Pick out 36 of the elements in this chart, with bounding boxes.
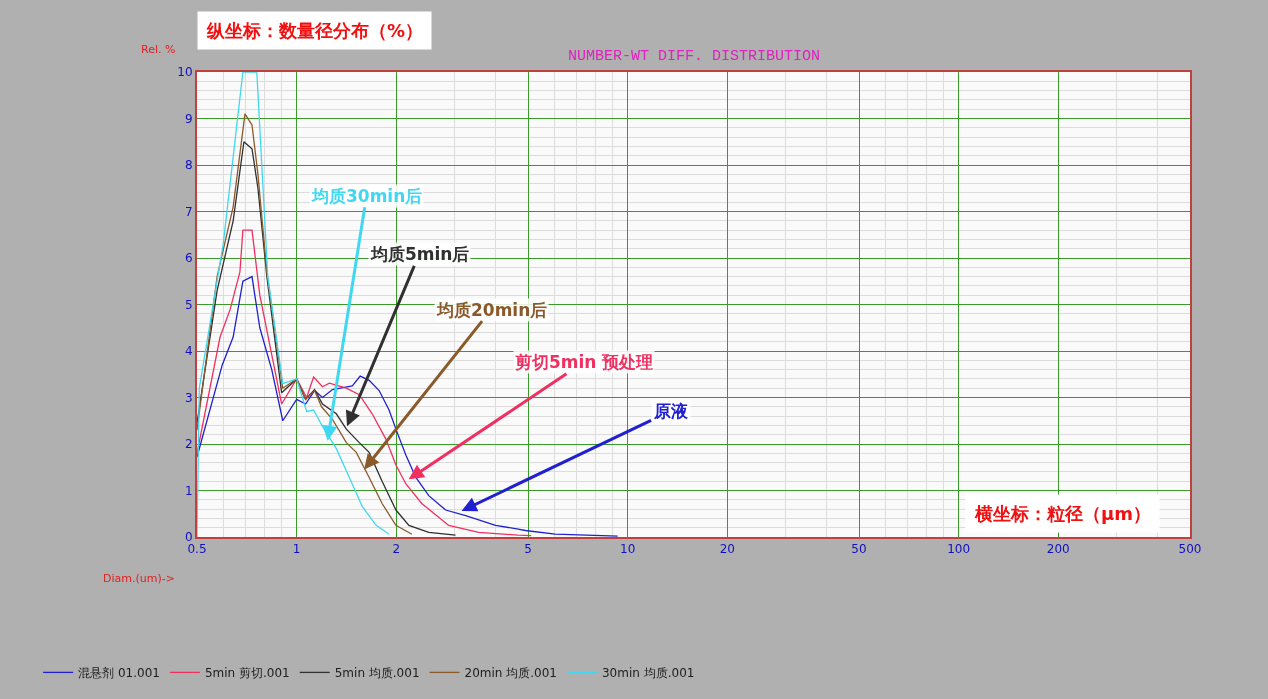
y-tick-label: 1 <box>184 483 193 498</box>
legend-label: 5min 剪切.001 <box>204 666 290 681</box>
y-tick-label: 6 <box>184 251 193 266</box>
x-tick-label: 200 <box>1046 542 1070 557</box>
x-tick-label: 1 <box>292 542 301 557</box>
annotation: 均质20min后 <box>436 300 548 320</box>
legend-label: 30min 均质.001 <box>601 666 695 681</box>
x-tick-label: 50 <box>851 542 867 557</box>
x-tick-label: 0.5 <box>187 542 207 557</box>
chart-title: NUMBER-WT DIFF. DISTRIBUTION <box>568 48 821 65</box>
y-axis-title: Rel. % <box>141 43 176 56</box>
x-tick-label: 20 <box>719 542 735 557</box>
x-tick-label: 2 <box>392 542 401 557</box>
y-tick-label: 10 <box>177 65 193 80</box>
x-tick-label: 100 <box>947 542 971 557</box>
legend-label: 20min 均质.001 <box>464 666 557 681</box>
y-tick-label: 5 <box>184 297 193 312</box>
legend-label: 5min 均质.001 <box>334 666 420 681</box>
y-tick-label: 3 <box>184 390 193 405</box>
y-tick-label: 9 <box>184 111 193 126</box>
y-tick-label: 0 <box>184 530 193 545</box>
y-tick-label: 7 <box>184 204 193 219</box>
annotation: 横坐标：粒径（μm） <box>974 503 1152 524</box>
text: 纵坐标：数量径分布（%） <box>206 20 424 41</box>
x-axis-title: Diam.(um)-> <box>103 572 175 585</box>
y-tick-label: 2 <box>184 437 193 452</box>
legend-label: 混悬剂 01.001 <box>78 666 160 681</box>
x-tick-label: 5 <box>524 542 532 557</box>
y-tick-label: 4 <box>184 344 193 359</box>
y-tick-label: 8 <box>184 158 193 173</box>
annotation: 原液 <box>653 401 689 421</box>
annotation: 剪切5min 预处理 <box>515 352 654 372</box>
annotation: 均质30min后 <box>311 186 423 206</box>
annotation: 均质5min后 <box>370 244 470 264</box>
x-tick-label: 500 <box>1178 542 1202 557</box>
x-tick-label: 10 <box>620 542 636 557</box>
